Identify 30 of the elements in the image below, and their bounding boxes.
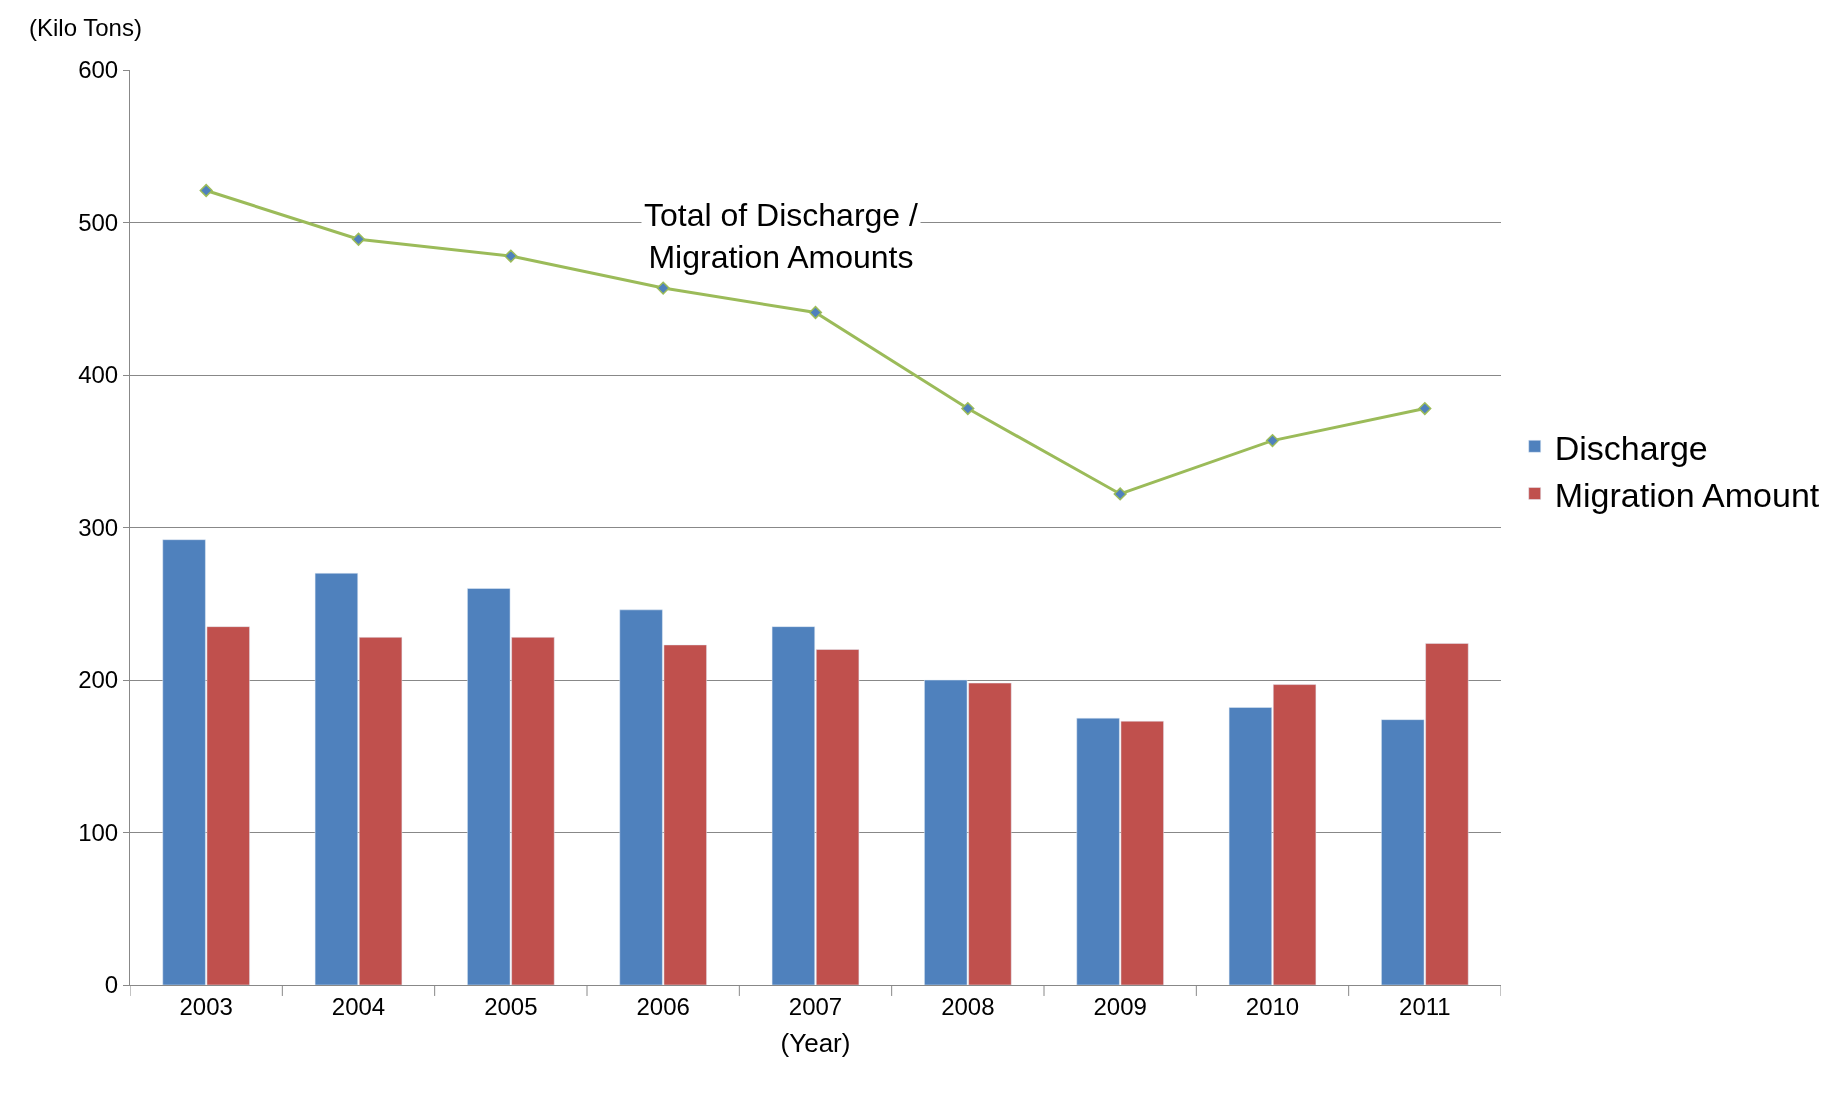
x-axis-title: (Year) [780, 1028, 851, 1059]
point [351, 232, 366, 246]
x-tick-label: 2006 [636, 992, 690, 1020]
annotation: Total of Discharge / Migration Amounts [644, 197, 919, 275]
point [1265, 433, 1280, 448]
x-tick-label: 2007 [788, 992, 843, 1020]
point [656, 281, 670, 295]
y-tick-label: 600 [78, 56, 119, 84]
x-tick-label: 2009 [1093, 992, 1147, 1020]
y-tick-label: 300 [78, 513, 119, 541]
y-tick-label: 200 [78, 666, 119, 694]
legend-label: Migration Amount [1554, 475, 1820, 514]
y-tick-label: 500 [78, 208, 119, 236]
legend-label: Discharge [1554, 428, 1708, 467]
x-tick-label: 2003 [179, 992, 233, 1020]
x-tick-label: 2011 [1399, 992, 1451, 1020]
y-tick-label: 0 [104, 971, 119, 999]
x-tick-label: 2004 [331, 992, 386, 1020]
x-tick-label: 2005 [484, 992, 538, 1020]
x-tick-label: 2008 [941, 992, 995, 1020]
y-tick-label: 400 [78, 361, 119, 389]
point [1113, 487, 1127, 501]
point [961, 401, 975, 416]
x-tick-label: 2010 [1245, 992, 1300, 1020]
y-axis-title: (Kilo Tons) [29, 14, 142, 41]
point [199, 183, 213, 198]
y-tick-label: 100 [78, 818, 119, 846]
point [504, 249, 518, 263]
point [808, 305, 823, 320]
point [1418, 401, 1432, 416]
